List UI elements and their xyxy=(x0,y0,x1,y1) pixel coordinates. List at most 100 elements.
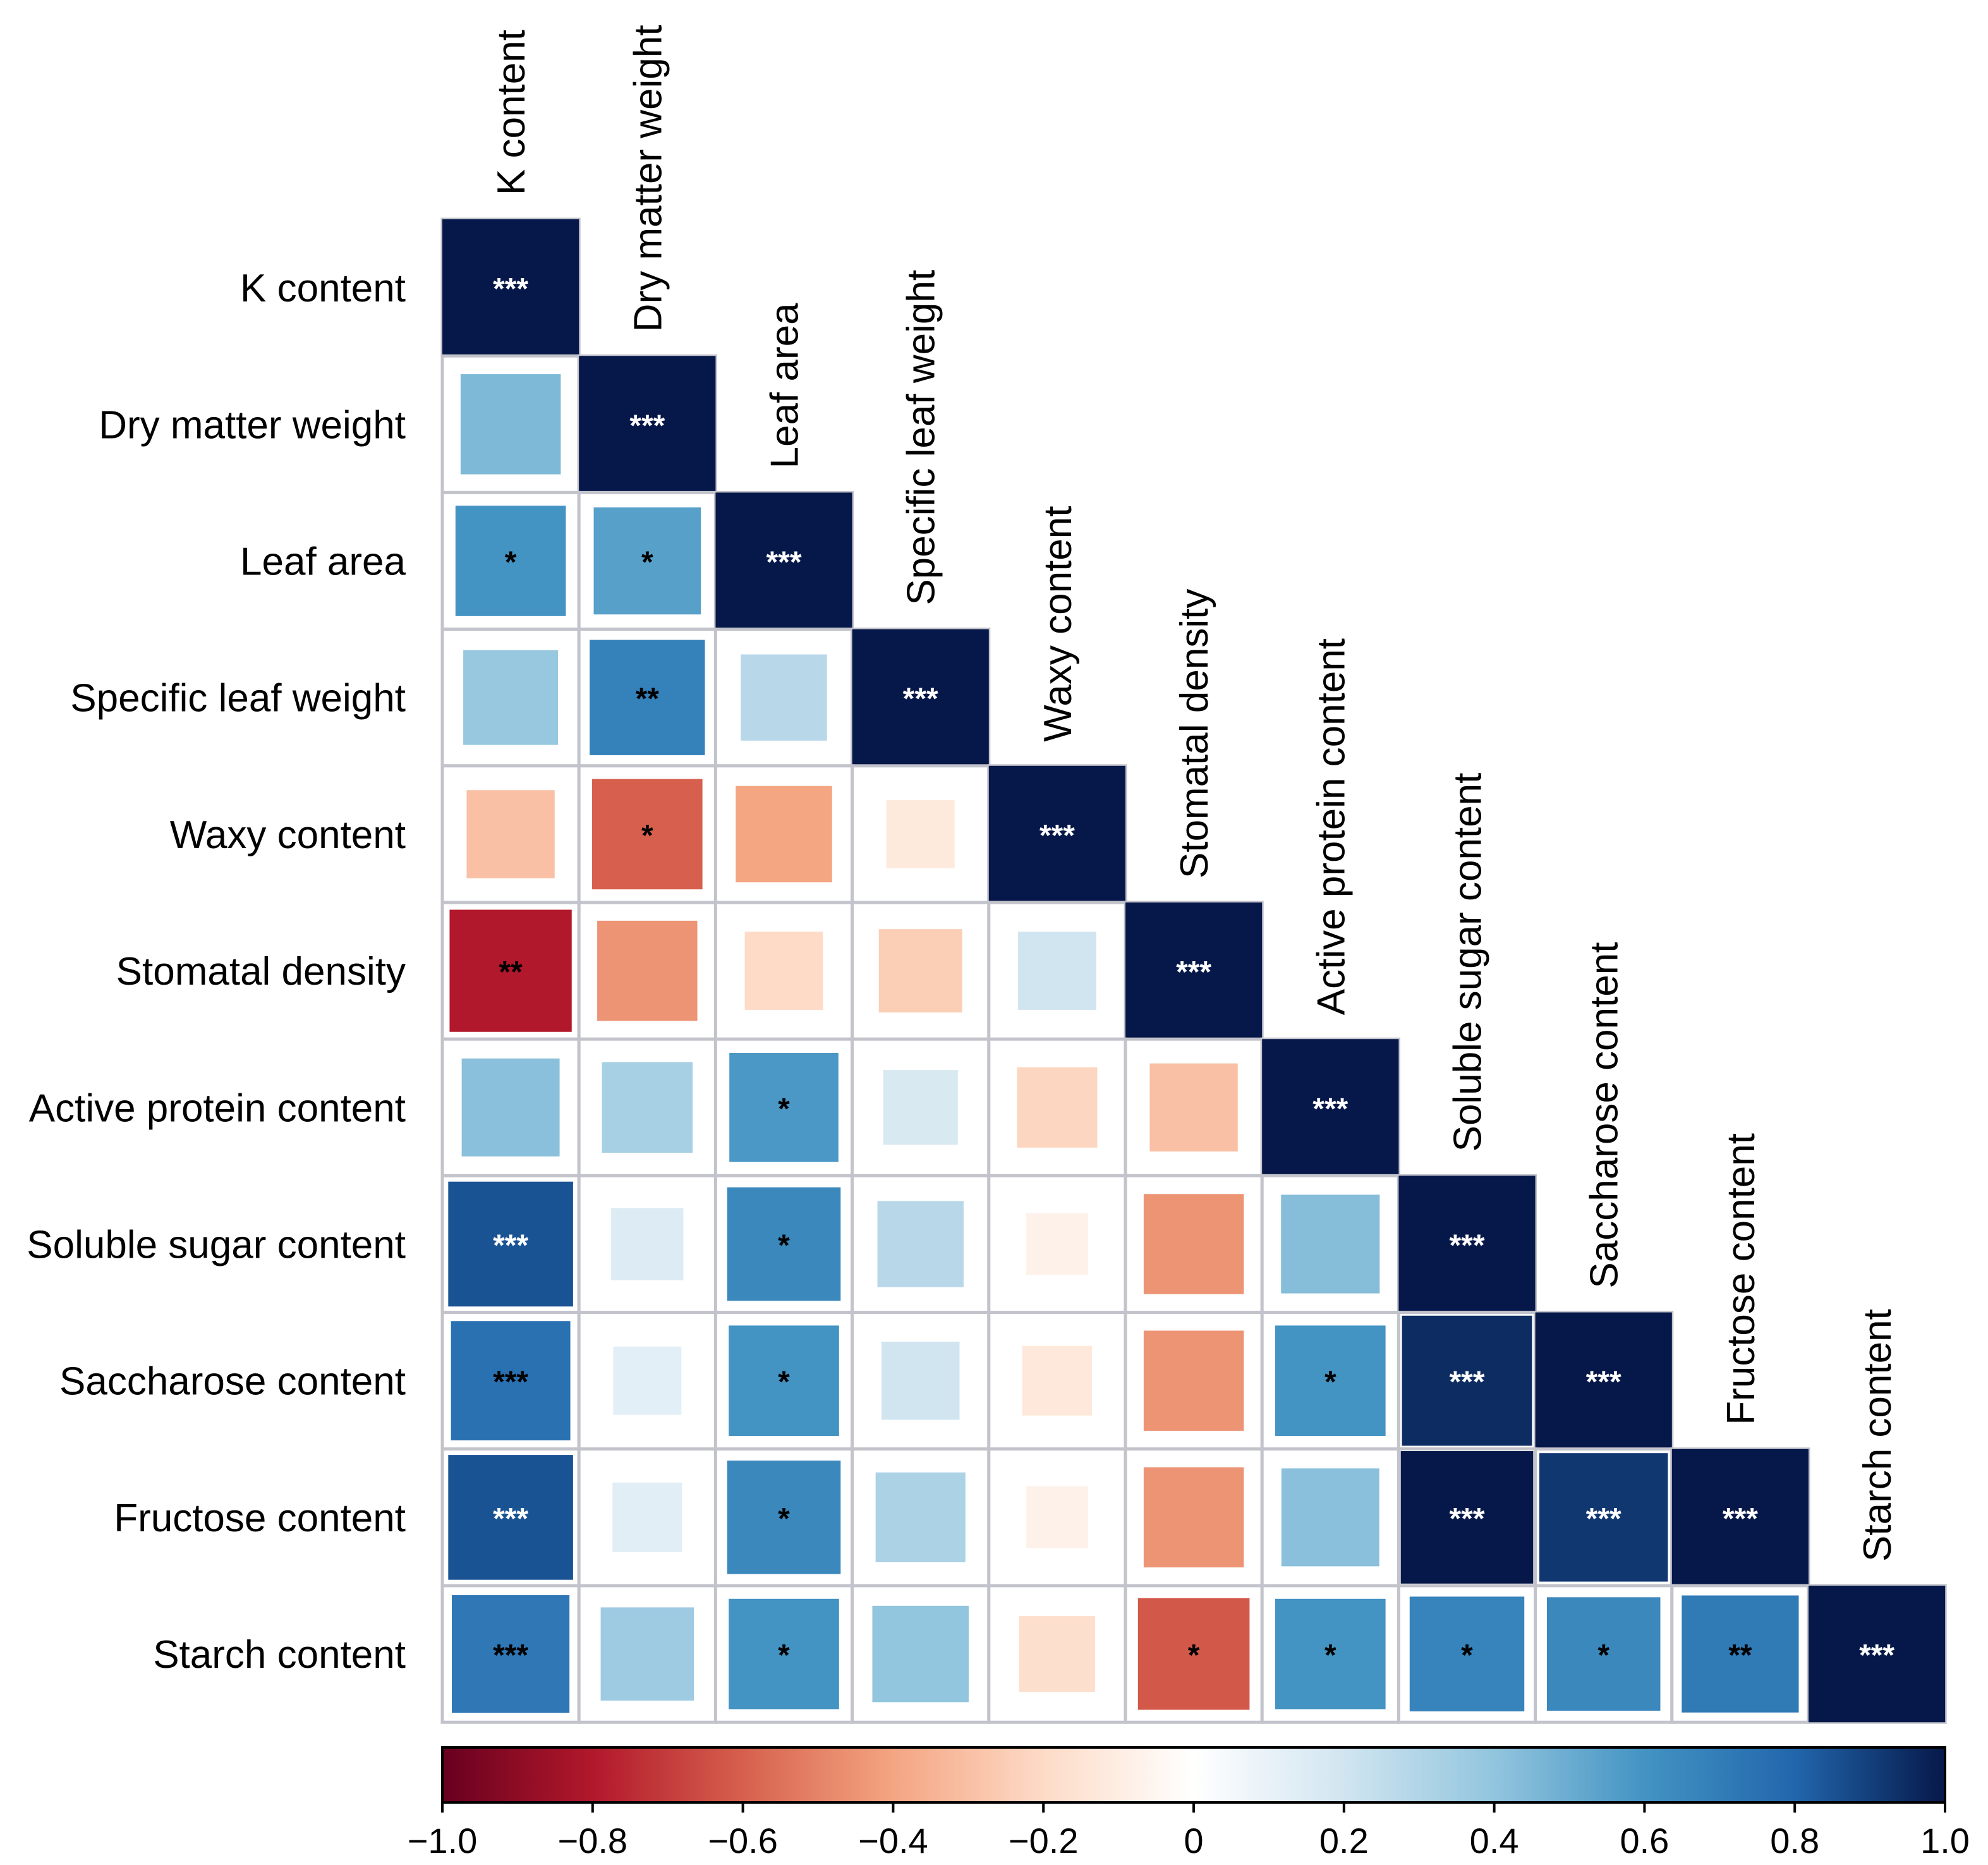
significance-label: *** xyxy=(493,1366,528,1399)
correlation-square xyxy=(886,799,955,868)
column-label: Fructose content xyxy=(1719,1133,1763,1425)
significance-label: *** xyxy=(493,272,528,306)
correlation-square xyxy=(612,1482,682,1552)
row-label: K content xyxy=(240,267,406,310)
colorbar-tick-label: 0.8 xyxy=(1770,1821,1819,1861)
colorbar-gradient xyxy=(441,1746,1946,1804)
colorbar-tick-label: −0.6 xyxy=(708,1821,778,1861)
colorbar-tick-label: 0.2 xyxy=(1319,1821,1369,1861)
correlation-square xyxy=(872,1605,969,1703)
correlation-square xyxy=(878,929,962,1013)
correlation-square xyxy=(1809,1586,1946,1723)
significance-label: *** xyxy=(1586,1502,1621,1536)
correlation-square xyxy=(1400,1451,1534,1584)
correlation-square xyxy=(727,1187,841,1301)
correlation-square xyxy=(1022,1346,1092,1416)
significance-label: * xyxy=(1324,1366,1336,1399)
correlation-square xyxy=(1143,1467,1244,1568)
significance-label: *** xyxy=(629,409,665,442)
row-label: Leaf area xyxy=(240,540,406,584)
significance-label: * xyxy=(641,546,653,580)
significance-label: *** xyxy=(766,546,801,580)
column-label: Specific leaf weight xyxy=(900,270,943,605)
significance-label: ** xyxy=(1728,1639,1752,1672)
row-label: Fructose content xyxy=(114,1497,406,1540)
correlation-square xyxy=(1125,902,1263,1040)
heatmap-cell xyxy=(440,764,581,904)
correlation-square xyxy=(1682,1595,1799,1713)
correlation-square xyxy=(1018,932,1096,1010)
significance-label: * xyxy=(778,1092,790,1126)
significance-label: *** xyxy=(903,683,938,716)
correlation-square xyxy=(852,629,989,766)
significance-label: *** xyxy=(493,1502,528,1536)
correlation-square xyxy=(452,1595,570,1713)
correlation-square xyxy=(591,779,703,890)
row-label: Soluble sugar content xyxy=(27,1224,406,1267)
column-label: Saccharose content xyxy=(1583,942,1627,1289)
significance-label: *** xyxy=(1449,1366,1484,1399)
correlation-square xyxy=(727,1461,841,1574)
colorbar-tick-label: 0.6 xyxy=(1620,1821,1669,1861)
colorbar-tick-label: 1.0 xyxy=(1920,1821,1970,1861)
column-labels: K content Dry matter weight Leaf area Speci… xyxy=(490,25,1900,1562)
colorbar-tick-label: −1.0 xyxy=(408,1821,478,1861)
significance-label: * xyxy=(1461,1639,1473,1672)
significance-label: * xyxy=(1324,1639,1336,1672)
correlation-square xyxy=(602,1062,693,1153)
correlation-square xyxy=(1409,1596,1525,1711)
correlation-square xyxy=(1143,1330,1244,1431)
significance-label: * xyxy=(778,1366,790,1399)
correlation-square xyxy=(877,1201,964,1287)
correlation-square xyxy=(988,765,1125,902)
correlation-square xyxy=(1402,1315,1532,1446)
column-label: Soluble sugar content xyxy=(1446,773,1490,1152)
correlation-square xyxy=(448,1455,573,1580)
correlation-square xyxy=(1275,1325,1386,1437)
correlation-square xyxy=(590,640,705,755)
colorbar-tick-label: −0.2 xyxy=(1009,1821,1079,1861)
column-label: Stomatal density xyxy=(1173,589,1216,878)
colorbar-tick-label: −0.4 xyxy=(858,1821,928,1861)
row-labels: K content Dry matter weight Leaf area Speci… xyxy=(27,267,406,1677)
significance-label: *** xyxy=(493,1229,528,1263)
correlation-square xyxy=(744,932,823,1010)
correlation-square xyxy=(448,1181,573,1307)
row-label: Specific leaf weight xyxy=(70,677,406,720)
significance-label: * xyxy=(778,1229,790,1263)
correlation-square xyxy=(611,1208,684,1280)
correlation-square xyxy=(1262,1039,1399,1176)
correlation-square xyxy=(736,786,832,883)
significance-label: * xyxy=(641,819,653,853)
colorbar: −1.0 −0.8 −0.6 −0.4 −0.2 0 0.2 0.4 0.6 0.8 1.0 xyxy=(408,1746,1970,1861)
correlation-square xyxy=(460,374,561,475)
correlation-square xyxy=(1535,1312,1672,1449)
row-label: Dry matter weight xyxy=(99,403,406,447)
significance-label: *** xyxy=(493,1639,528,1672)
correlation-square xyxy=(741,654,827,741)
correlation-square xyxy=(593,507,701,615)
row-label: Active protein content xyxy=(29,1086,406,1130)
correlation-square xyxy=(449,909,572,1032)
column-label: Active protein content xyxy=(1309,638,1353,1015)
correlation-square xyxy=(1275,1598,1386,1710)
significance-label: *** xyxy=(1312,1092,1348,1126)
significance-label: * xyxy=(1597,1639,1609,1672)
correlation-square xyxy=(463,650,559,745)
correlation-square xyxy=(1281,1194,1380,1294)
correlation-square xyxy=(1149,1063,1238,1151)
significance-label: * xyxy=(778,1502,790,1536)
correlation-square xyxy=(451,1321,571,1441)
row-label: Saccharose content xyxy=(59,1360,406,1404)
correlation-square xyxy=(442,219,579,356)
correlation-square xyxy=(613,1346,682,1415)
correlation-square xyxy=(1539,1453,1668,1582)
correlation-square xyxy=(1281,1468,1379,1567)
correlation-square xyxy=(715,492,852,629)
correlation-square xyxy=(1398,1175,1536,1313)
colorbar-ticks: −1.0 −0.8 −0.6 −0.4 −0.2 0 0.2 0.4 0.6 0.8 1.0 xyxy=(408,1802,1970,1861)
significance-label: *** xyxy=(1449,1229,1484,1263)
row-label: Waxy content xyxy=(170,813,406,857)
significance-label: * xyxy=(505,546,517,580)
